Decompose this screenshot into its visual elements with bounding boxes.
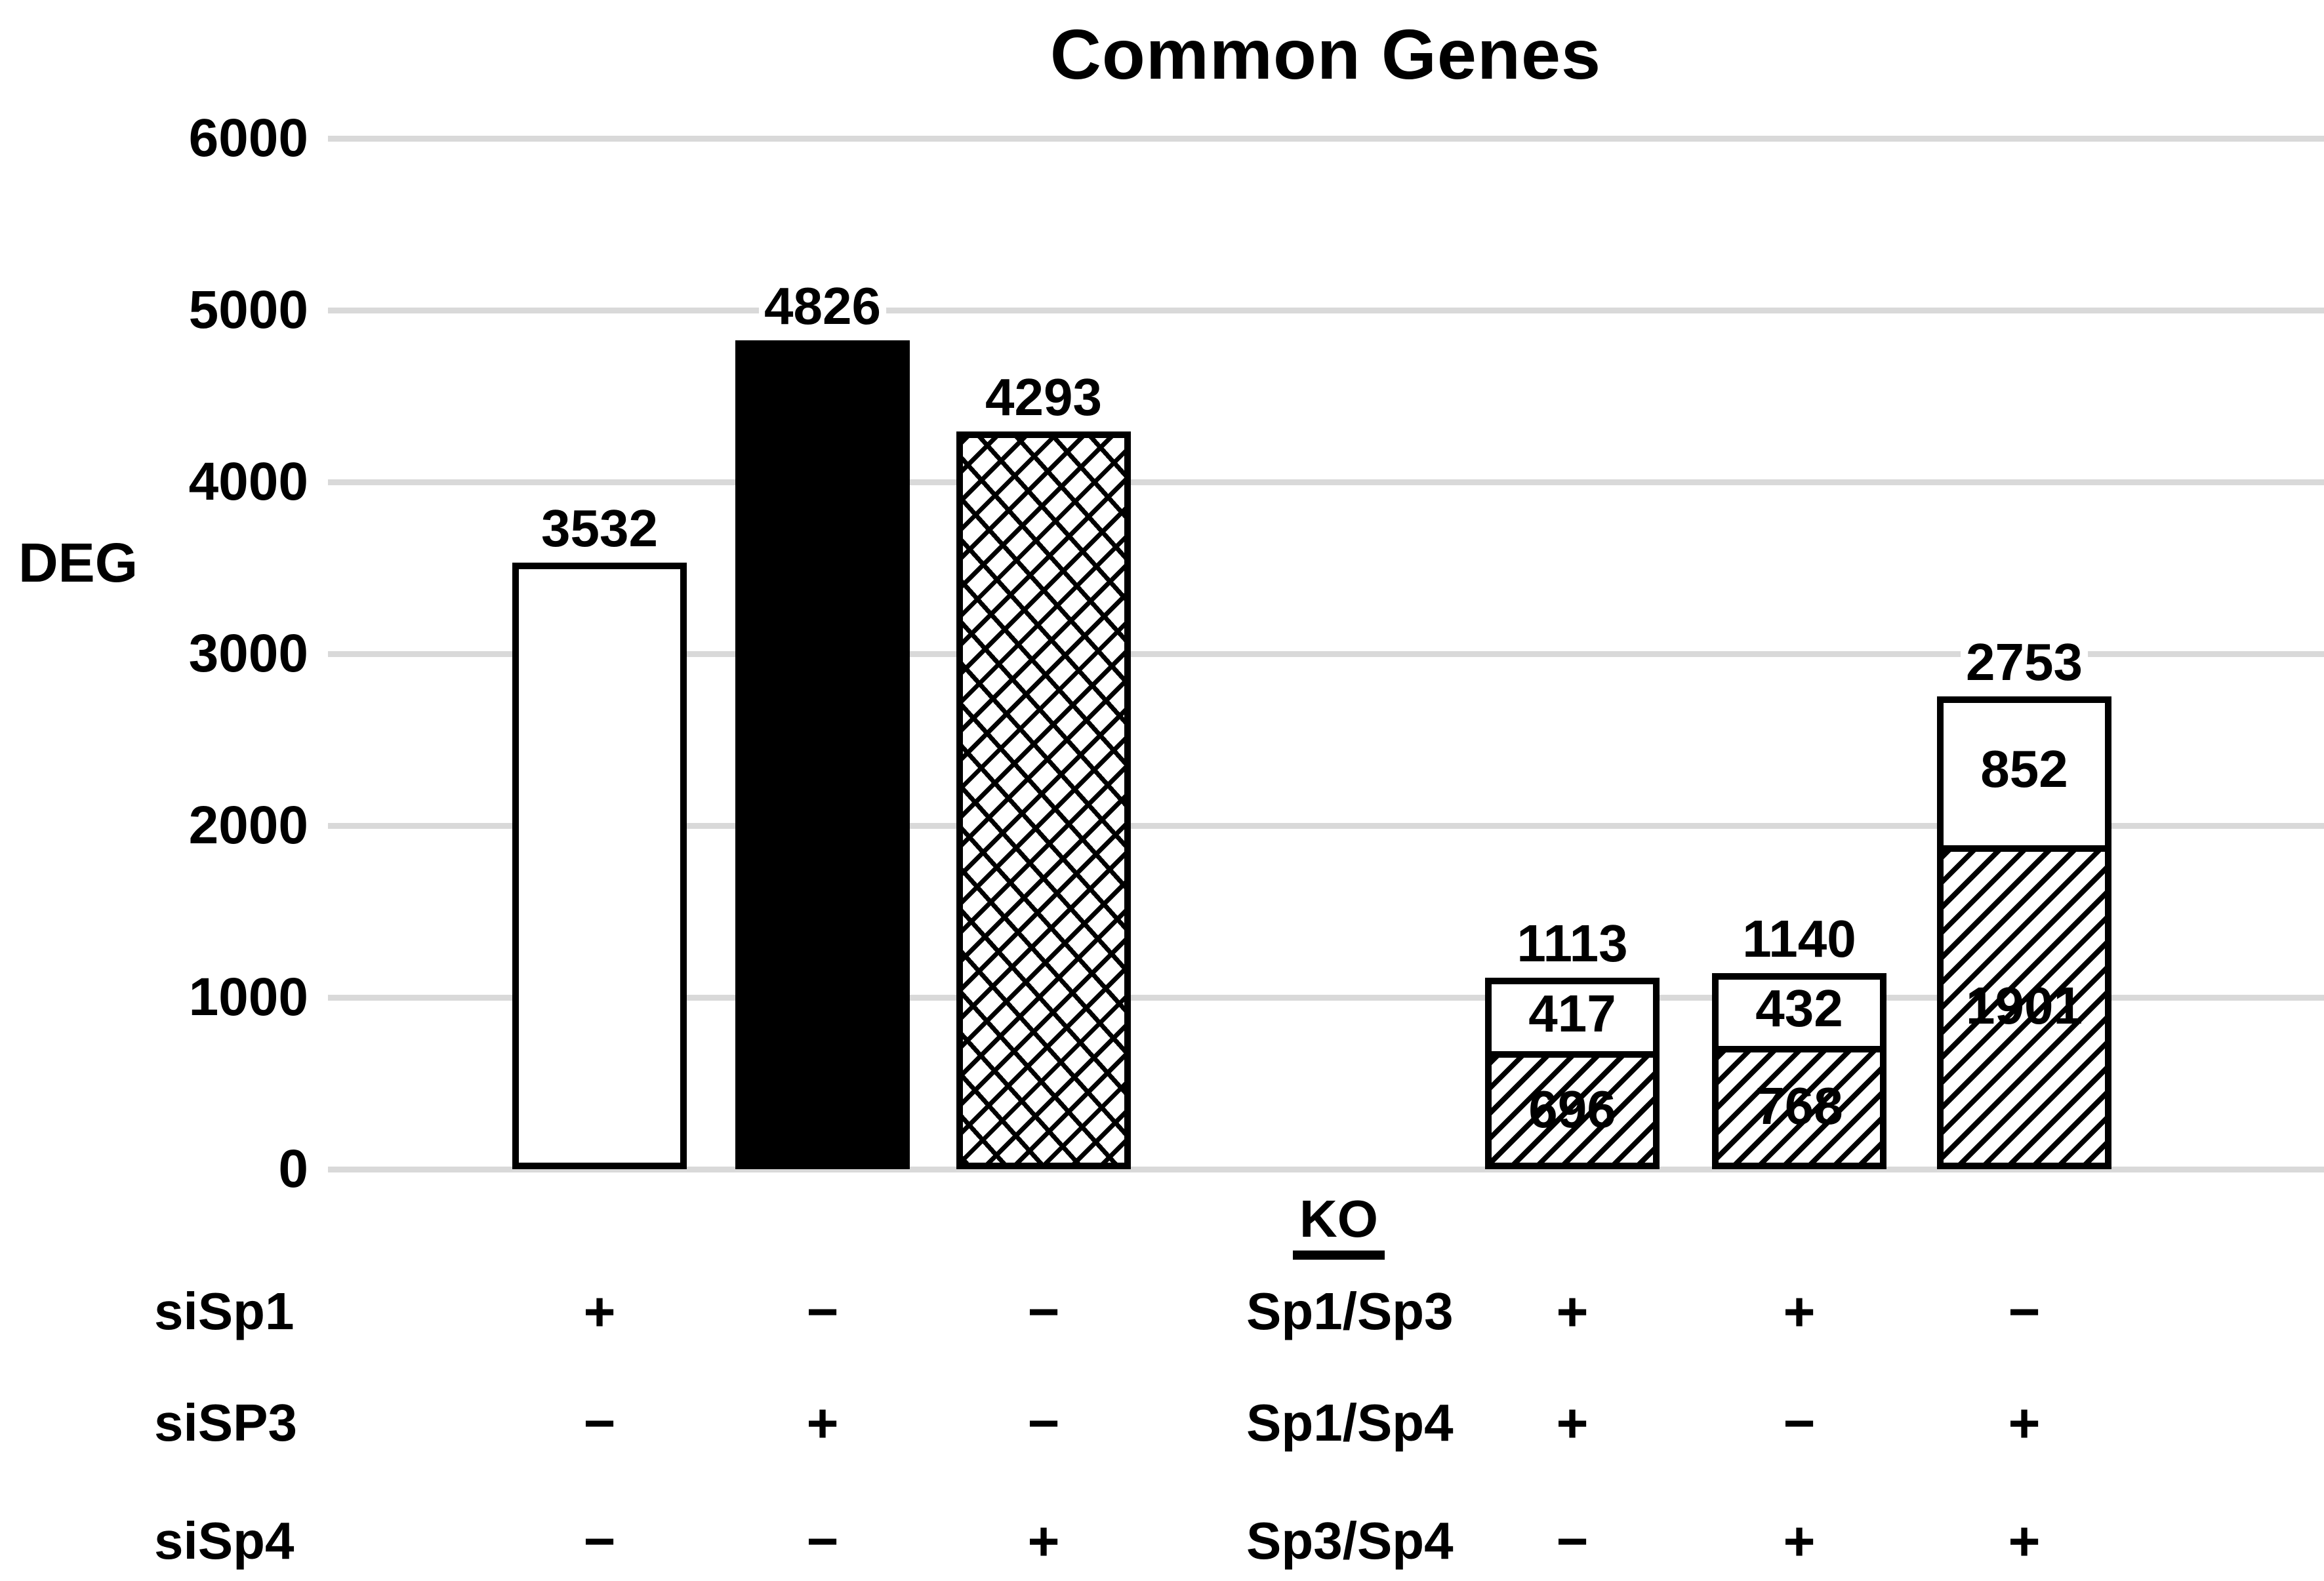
table-row-label-Sp1-Sp4: Sp1/Sp4	[1246, 1393, 1454, 1452]
y-tick-4000: 4000	[188, 452, 308, 511]
sign-cell: −	[583, 1510, 616, 1572]
bar-5-segment-white	[1719, 980, 1880, 1046]
gridline-3000	[328, 651, 2324, 657]
sign-cell: −	[1027, 1392, 1060, 1454]
segment-value-label: 432	[1755, 979, 1843, 1038]
bar-5-segment-hatch	[1719, 1045, 1880, 1163]
sign-cell: −	[1556, 1510, 1589, 1572]
y-tick-6000: 6000	[188, 108, 308, 168]
ko-header: KO	[1293, 1190, 1385, 1260]
gridline-6000	[328, 136, 2324, 142]
chart-title: Common Genes	[1050, 14, 1602, 94]
bar-3-segment-scale	[963, 438, 1124, 1163]
bar-6-segment-hatch	[1944, 845, 2105, 1163]
gridline-5000	[328, 308, 2324, 313]
bar-3	[956, 431, 1131, 1169]
sign-cell: +	[1556, 1392, 1589, 1454]
bar-2	[735, 340, 910, 1169]
gridline-4000	[328, 479, 2324, 485]
bar-total-label: 4826	[759, 279, 886, 332]
bar-6	[1937, 696, 2111, 1169]
bar-6-segment-white	[1944, 702, 2105, 845]
bar-4-segment-hatch	[1492, 1051, 1653, 1163]
bar-total-label: 3532	[536, 502, 663, 555]
sign-cell: +	[1556, 1281, 1589, 1342]
bar-total-label: 1113	[1511, 917, 1633, 971]
sign-cell: +	[1027, 1510, 1060, 1572]
table-row-label-siSP3: siSP3	[154, 1393, 297, 1452]
gridline-0	[328, 1167, 2324, 1172]
sign-cell: −	[806, 1510, 839, 1572]
bar-total-label: 2753	[1961, 635, 2088, 689]
y-tick-5000: 5000	[188, 280, 308, 340]
gridline-1000	[328, 995, 2324, 1001]
bar-1-segment-white	[519, 569, 680, 1163]
bar-1	[512, 562, 687, 1169]
bar-total-label: 1140	[1737, 913, 1862, 966]
table-row-label-siSp1: siSp1	[154, 1282, 295, 1340]
bar-4	[1485, 978, 1660, 1169]
sign-cell: +	[1783, 1281, 1816, 1342]
sign-cell: −	[2008, 1281, 2041, 1342]
sign-cell: +	[2008, 1510, 2041, 1572]
y-axis-label: DEG	[18, 532, 138, 593]
y-tick-1000: 1000	[188, 967, 308, 1027]
bar-4-segment-white	[1492, 984, 1653, 1052]
bar-5	[1712, 973, 1886, 1169]
sign-cell: −	[1783, 1392, 1816, 1454]
sign-cell: +	[2008, 1392, 2041, 1454]
gridline-2000	[328, 823, 2324, 829]
sign-cell: −	[806, 1281, 839, 1342]
bar-total-label: 4293	[980, 371, 1107, 424]
sign-cell: +	[806, 1392, 839, 1454]
bar-2-segment-black	[742, 346, 903, 1163]
table-row-label-Sp1-Sp3: Sp1/Sp3	[1246, 1282, 1454, 1340]
segment-value-label: 852	[1980, 740, 2068, 799]
sign-cell: −	[1027, 1281, 1060, 1342]
sign-cell: −	[583, 1392, 616, 1454]
y-tick-0: 0	[278, 1139, 308, 1199]
table-row-label-siSp4: siSp4	[154, 1511, 295, 1570]
segment-value-label: 1901	[1966, 976, 2083, 1035]
sign-cell: +	[583, 1281, 616, 1342]
y-tick-3000: 3000	[188, 624, 308, 683]
segment-value-label: 696	[1528, 1079, 1616, 1138]
segment-value-label: 768	[1755, 1077, 1843, 1136]
segment-value-label: 417	[1528, 984, 1616, 1043]
y-tick-2000: 2000	[188, 795, 308, 855]
table-row-label-Sp3-Sp4: Sp3/Sp4	[1246, 1511, 1454, 1570]
sign-cell: +	[1783, 1510, 1816, 1572]
